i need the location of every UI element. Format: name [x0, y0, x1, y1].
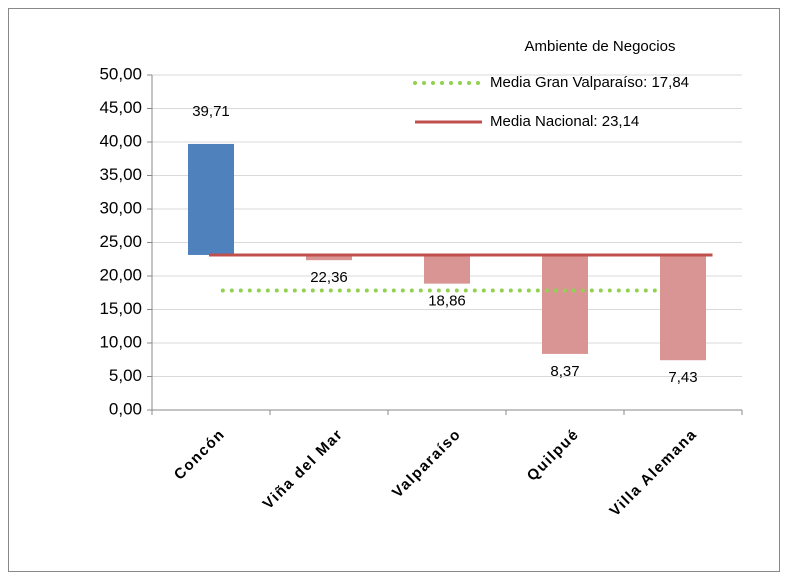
y-tick-label: 30,00: [99, 198, 142, 217]
bar: [660, 254, 706, 361]
y-tick-label: 0,00: [109, 399, 142, 418]
bar: [188, 143, 234, 255]
value-label: 7,43: [668, 369, 697, 386]
y-tick-label: 50,00: [99, 64, 142, 83]
y-tick-label: 10,00: [99, 332, 142, 351]
y-tick-label: 15,00: [99, 299, 142, 318]
y-tick-label: 45,00: [99, 98, 142, 117]
value-label: 8,37: [550, 363, 579, 380]
y-tick-label: 5,00: [109, 366, 142, 385]
y-tick-label: 40,00: [99, 131, 142, 150]
value-label: 18,86: [428, 293, 466, 310]
y-tick-label: 25,00: [99, 232, 142, 251]
value-label: 22,36: [310, 269, 348, 286]
bar: [424, 254, 470, 284]
y-tick-label: 20,00: [99, 265, 142, 284]
legend-label: Media Gran Valparaíso: 17,84: [490, 74, 689, 91]
bar: [306, 254, 352, 261]
value-label: 39,71: [192, 103, 230, 120]
legend-title: Ambiente de Negocios: [525, 38, 676, 55]
legend-label: Media Nacional: 23,14: [490, 113, 639, 130]
y-tick-label: 35,00: [99, 165, 142, 184]
bar: [542, 254, 588, 354]
